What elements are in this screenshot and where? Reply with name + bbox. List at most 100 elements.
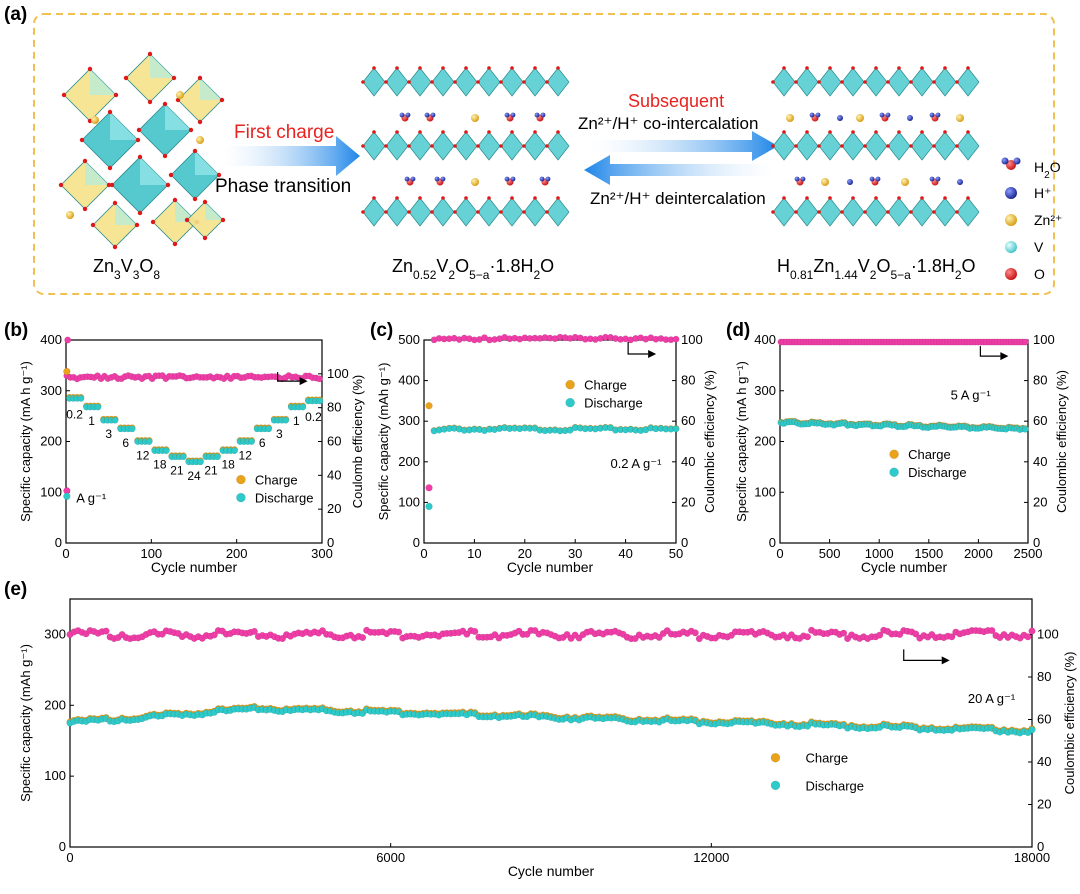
o-atom	[943, 66, 947, 70]
o-atom	[897, 196, 901, 200]
vo-polyhedron	[385, 131, 409, 161]
o-atom	[192, 196, 198, 202]
x-tick-label: 2000	[964, 546, 993, 561]
o-atom	[109, 182, 115, 188]
efficiency-point	[876, 631, 884, 639]
rate-annotation: 0.2 A g⁻¹	[610, 456, 662, 471]
o-atom	[863, 144, 867, 148]
y2-tick-label: 60	[1037, 711, 1051, 726]
y-tick-label: 300	[754, 383, 776, 398]
discharge-point	[179, 453, 187, 461]
discharge-point	[214, 453, 221, 461]
water-hydrogen	[929, 176, 935, 182]
o-atom	[851, 130, 855, 134]
o-atom	[137, 210, 143, 216]
legend-discharge-marker	[236, 492, 246, 503]
vo-polyhedron	[795, 197, 819, 227]
y2-tick-label: 80	[327, 400, 341, 415]
o-atom	[817, 210, 821, 214]
vo-polyhedron	[546, 197, 570, 227]
o-atom	[499, 144, 503, 148]
charge-point	[63, 367, 71, 376]
water-hydrogen	[504, 176, 510, 182]
legend-discharge-label: Discharge	[255, 491, 314, 506]
o-atom	[771, 80, 775, 84]
axis-arrow-head	[941, 656, 950, 665]
efficiency-point	[250, 627, 258, 635]
o-atom	[499, 80, 503, 84]
discharge-point	[299, 403, 307, 411]
o-atom	[782, 130, 786, 134]
discharge-point	[111, 416, 119, 424]
x-tick-label: 0	[420, 546, 427, 561]
zn052v2o5-label: Zn0.52V2O5−a·1.8H2O	[392, 256, 554, 282]
legend-discharge-label: Discharge	[584, 396, 643, 411]
y2-tick-label: 20	[681, 494, 695, 509]
o-atom	[61, 92, 67, 98]
o-atom	[487, 66, 491, 70]
deintercalation-arrow	[584, 155, 775, 185]
o-atom	[782, 196, 786, 200]
o-atom	[123, 75, 129, 81]
o-atom	[522, 80, 526, 84]
polyhedron-2-facet	[200, 78, 222, 100]
x-tick-label: 1000	[865, 546, 894, 561]
vo-polyhedron	[933, 67, 957, 97]
o-atom	[184, 217, 190, 223]
o-atom	[107, 109, 113, 115]
y2-axis-label: Coulomb efficiency (%)	[350, 375, 365, 508]
vo-polyhedron	[500, 197, 524, 227]
y2-tick-label: 0	[327, 535, 334, 550]
o-atom	[545, 144, 549, 148]
o-atom	[188, 127, 194, 133]
discharge-point	[77, 394, 85, 402]
vo-polyhedron	[818, 67, 842, 97]
y2-tick-label: 20	[1037, 796, 1051, 811]
o-atom	[361, 210, 365, 214]
chart-b: 0 100 200 3000100200300400020406080100Cycle…	[4, 320, 365, 575]
o-atom	[418, 196, 422, 200]
vo-polyhedron	[431, 197, 455, 227]
vo-polyhedron	[523, 67, 547, 97]
y2-tick-label: 100	[681, 332, 703, 347]
x-tick-label: 30	[568, 546, 582, 561]
zn-ion	[786, 114, 794, 122]
o-atom	[545, 80, 549, 84]
water-hydrogen	[539, 176, 545, 182]
o-atom	[476, 210, 480, 214]
y-axis-label: Specific capacity (mAh g⁻¹)	[18, 644, 33, 802]
o-atom	[499, 210, 503, 214]
x-tick-label: 0	[776, 546, 783, 561]
water-hydrogen	[540, 112, 546, 118]
rate-label: 21	[170, 464, 184, 478]
vo-polyhedron	[546, 131, 570, 161]
legend-discharge-marker	[889, 467, 899, 477]
o-atom	[384, 80, 388, 84]
vo-polyhedron	[500, 67, 524, 97]
y-axis-label: Specific capacity (mAh g⁻¹)	[376, 363, 391, 521]
o-atom	[805, 130, 809, 134]
vo-polyhedron	[431, 67, 455, 97]
o-atom	[220, 217, 226, 223]
water-hydrogen	[815, 112, 821, 118]
o-atom	[395, 66, 399, 70]
discharge-point	[265, 425, 273, 433]
vo-polyhedron	[408, 131, 432, 161]
o-atom	[453, 210, 457, 214]
chart-d: 0 500 1000 1500 2000 250001002003004000204060…	[726, 320, 1069, 575]
axis-arrow-head	[648, 350, 657, 359]
o-atom	[168, 172, 174, 178]
vo-polyhedron	[818, 131, 842, 161]
efficiency-point	[102, 627, 110, 635]
rate-label: 12	[239, 449, 253, 463]
x-tick-label: 40	[618, 546, 632, 561]
x-tick-label: 18000	[1014, 850, 1050, 865]
vo-polyhedron	[477, 67, 501, 97]
water-hydrogen	[794, 176, 800, 182]
panel-a-label: (a)	[4, 4, 27, 25]
o-atom	[171, 75, 177, 81]
o-atom	[966, 66, 970, 70]
o-atom	[794, 144, 798, 148]
o-atom	[395, 196, 399, 200]
panel-a-border	[33, 13, 1055, 295]
